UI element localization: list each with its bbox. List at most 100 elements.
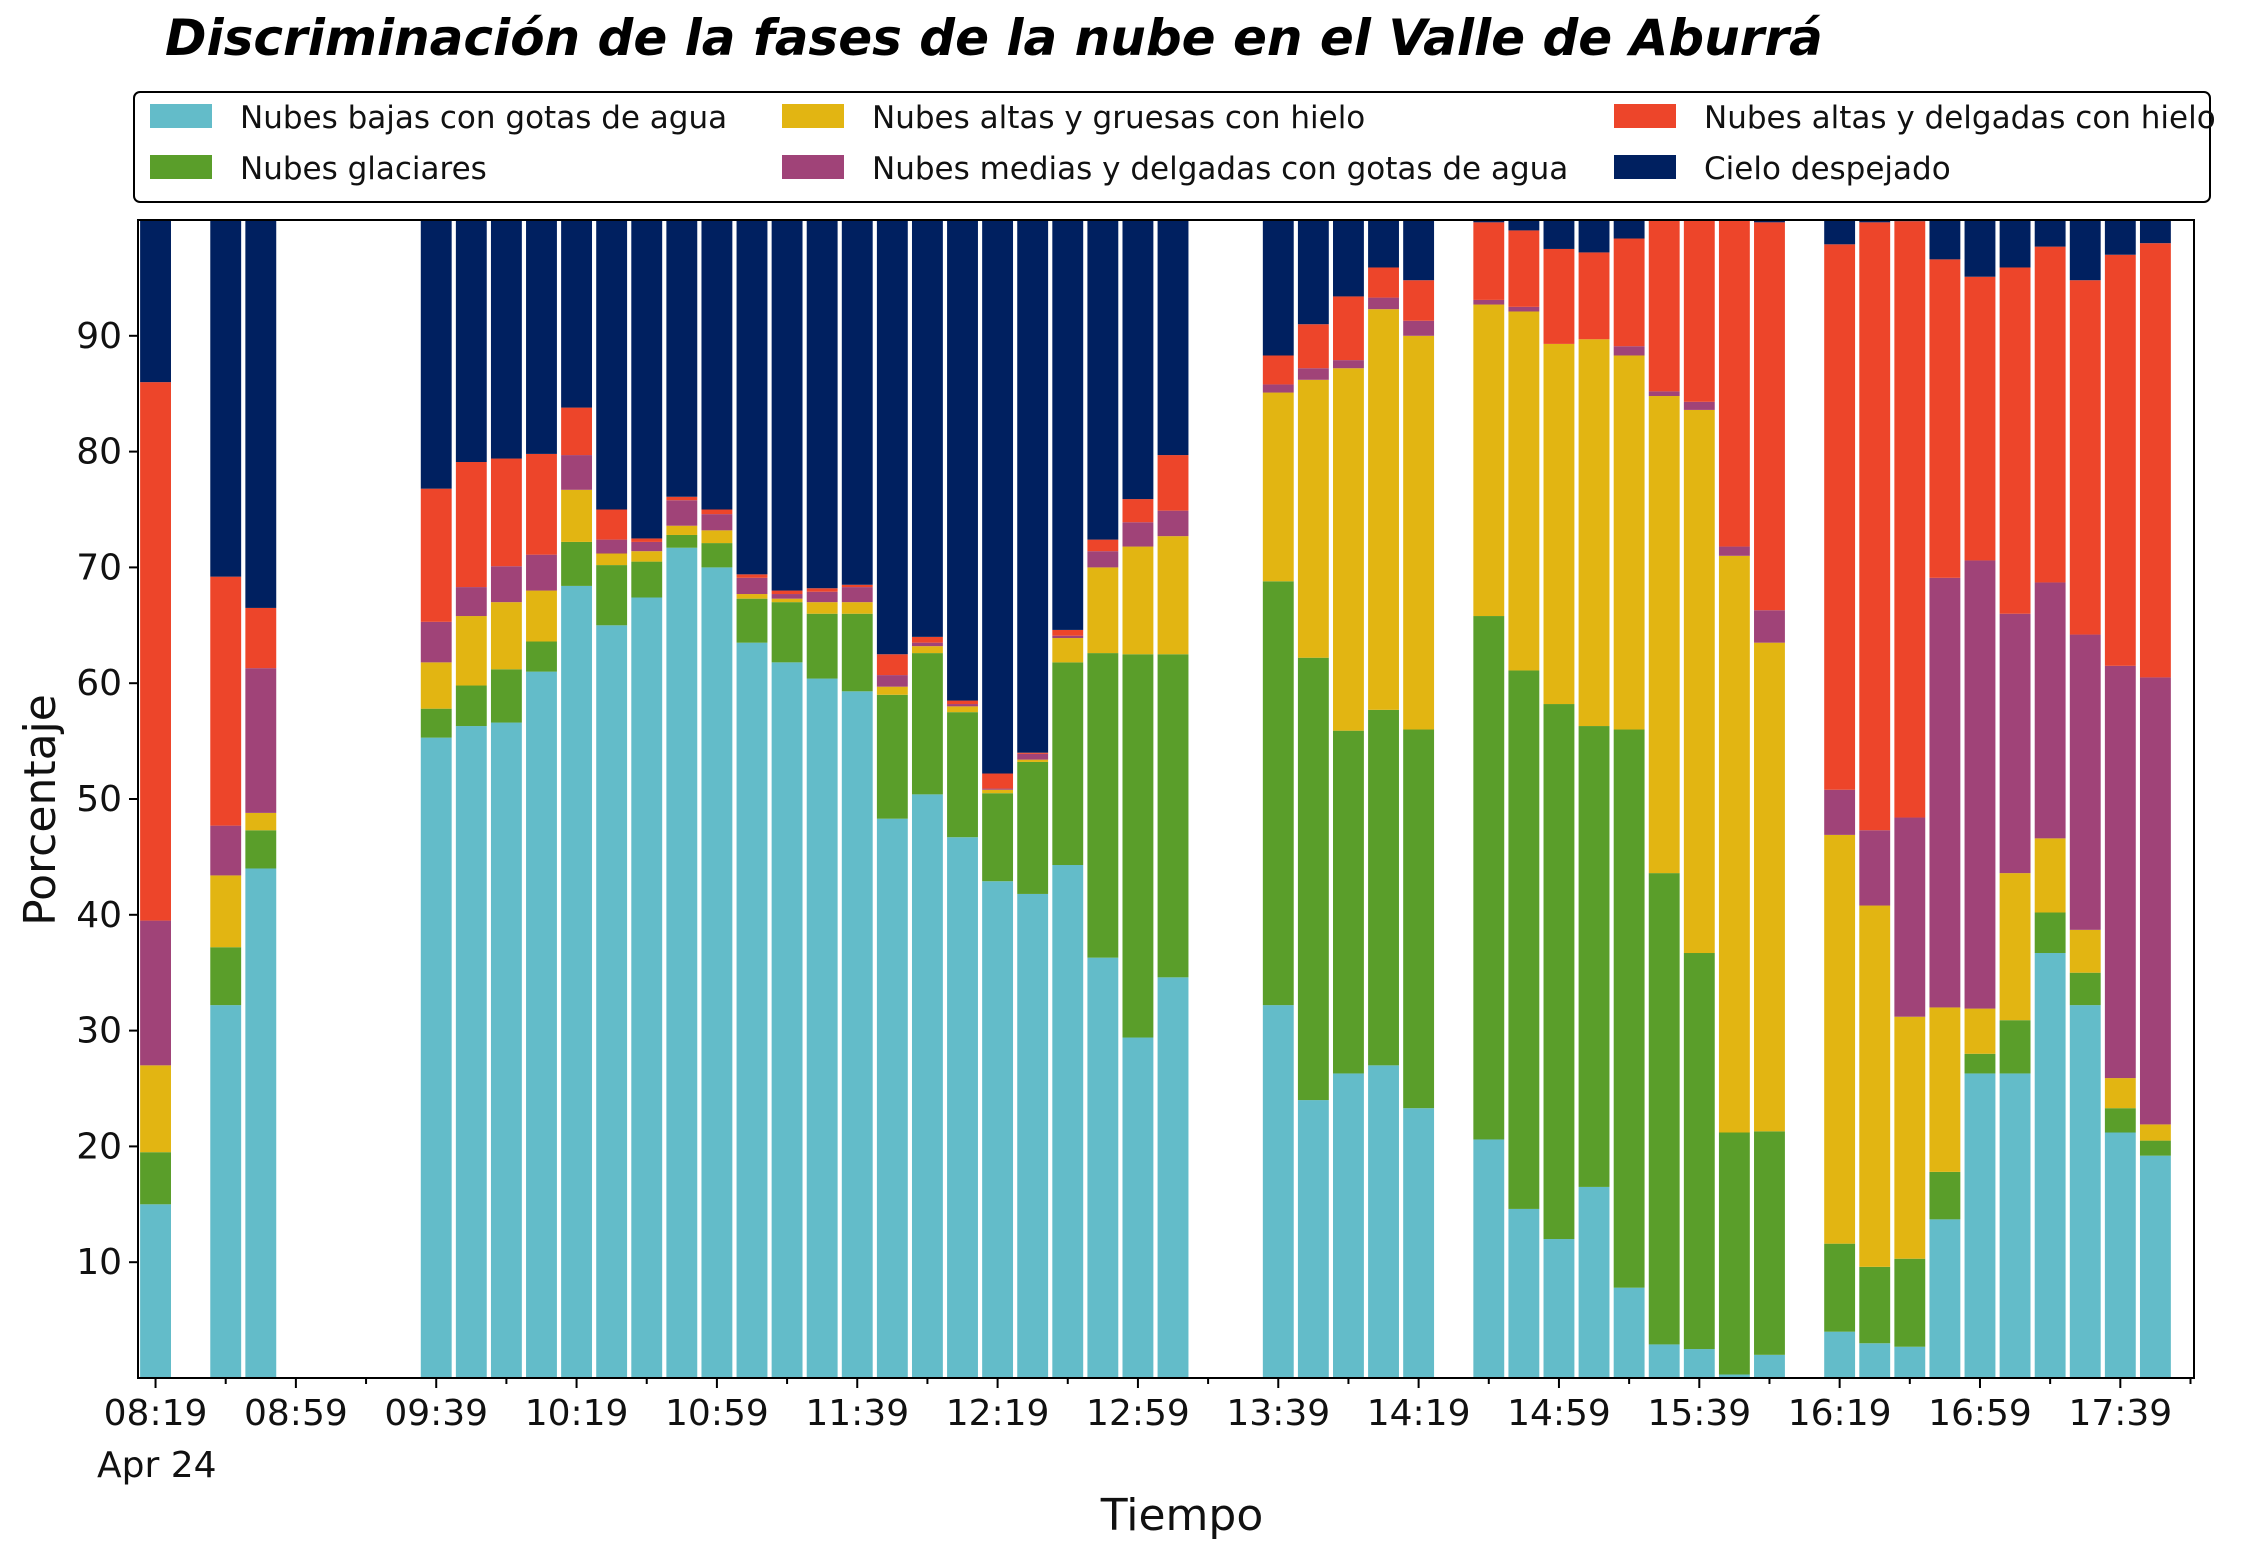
x-tick-label: 08:19 — [104, 1393, 208, 1434]
bar-segment — [561, 489, 593, 542]
x-tick-label: 12:19 — [946, 1393, 1050, 1434]
bar-segment — [1262, 581, 1294, 1006]
bar-segment — [1157, 977, 1189, 1378]
x-tick-label: 09:39 — [384, 1393, 488, 1434]
y-tick-label: 20 — [76, 1126, 122, 1167]
bar-segment — [1122, 220, 1154, 500]
y-tick-label: 50 — [76, 779, 122, 820]
bar-segment — [1052, 635, 1084, 639]
bar-segment — [1964, 220, 1996, 277]
x-axis-label: Tiempo — [1100, 1490, 1264, 1541]
y-tick-label: 40 — [76, 895, 122, 936]
bar-segment — [666, 496, 698, 501]
y-tick-label: 60 — [76, 663, 122, 704]
bar-segment — [1929, 1171, 1961, 1220]
bar-segment — [876, 220, 908, 655]
legend-swatch — [782, 155, 844, 179]
bar-segment — [1754, 222, 1785, 611]
bar-segment — [982, 788, 1014, 790]
bar-segment — [1087, 220, 1119, 540]
bar-segment — [245, 868, 277, 1378]
x-tick-label: 12:59 — [1086, 1393, 1190, 1434]
bar-segment — [1964, 1008, 1996, 1054]
bar-segment — [526, 590, 557, 642]
bar-segment — [1333, 1073, 1364, 1378]
bar-segment — [1859, 1343, 1891, 1378]
bar-segment — [1683, 409, 1715, 954]
bar-segment — [1508, 220, 1540, 231]
bar-segment — [1648, 391, 1680, 397]
bar-segment — [736, 577, 768, 595]
bar-segment — [876, 694, 908, 819]
legend-swatch — [150, 104, 212, 128]
legend: Nubes bajas con gotas de agua Nubes glaci… — [133, 91, 2216, 203]
bar-segment — [1929, 577, 1961, 1008]
bar-segment — [701, 220, 733, 510]
bar-segment — [982, 220, 1014, 774]
x-tick-label: 15:39 — [1647, 1393, 1751, 1434]
x-tick-label: 16:19 — [1788, 1393, 1892, 1434]
x-tick-label: 10:19 — [525, 1393, 629, 1434]
bar-segment — [1333, 730, 1364, 1074]
bar-segment — [1824, 789, 1856, 835]
bar-segment — [701, 567, 733, 1378]
bar-segment — [420, 488, 452, 622]
bar-segment — [140, 1065, 171, 1153]
bar-segment — [631, 220, 663, 539]
bar-segment — [1157, 455, 1189, 511]
bar-segment — [245, 607, 277, 669]
bar-segment — [2104, 1078, 2136, 1109]
bar-segment — [420, 220, 452, 489]
bar-segment — [771, 598, 803, 603]
bar-segment — [1718, 1374, 1750, 1378]
y-tick-label: 30 — [76, 1011, 122, 1052]
bar-segment — [666, 547, 698, 1378]
bar-segment — [841, 587, 873, 603]
bar-segment — [1578, 220, 1610, 253]
x-tick-label: 11:39 — [805, 1393, 909, 1434]
bar-segment — [1859, 830, 1891, 906]
bar-segment — [1824, 834, 1856, 1244]
bar-segment — [1473, 616, 1505, 1140]
bar-segment — [1648, 1344, 1680, 1378]
bar-segment — [947, 712, 978, 838]
bar-segment — [1333, 296, 1364, 361]
bar-segment — [561, 585, 593, 1378]
y-tick-label: 10 — [76, 1242, 122, 1283]
bar-segment — [736, 594, 768, 599]
bar-segment — [736, 574, 768, 578]
bar-segment — [911, 220, 943, 637]
bar-segment — [982, 793, 1014, 882]
legend-swatch — [1614, 155, 1676, 179]
bar-segment — [1122, 499, 1154, 523]
bar-segment — [1754, 642, 1785, 1132]
bar-segment — [911, 646, 943, 654]
bar-segment — [1824, 1243, 1856, 1332]
legend-label: Cielo despejado — [1704, 151, 1951, 187]
bar-segment — [2069, 972, 2101, 1006]
bar-segment — [806, 678, 838, 1378]
bar-segment — [1859, 905, 1891, 1267]
bar-segment — [1508, 306, 1540, 312]
bar-segment — [1999, 1020, 2031, 1074]
bar-segment — [631, 541, 663, 552]
x-tick-label: 17:39 — [2068, 1393, 2172, 1434]
bar-segment — [736, 220, 768, 575]
bar-segment — [1929, 259, 1961, 578]
bar-segment — [1999, 1073, 2031, 1378]
bar-segment — [806, 602, 838, 614]
legend-swatch — [150, 155, 212, 179]
bar-segment — [1999, 267, 2031, 614]
y-tick-label: 90 — [76, 316, 122, 357]
bar-segment — [2104, 1132, 2136, 1378]
x-tick-label: 14:19 — [1367, 1393, 1471, 1434]
bar-segment — [210, 875, 242, 948]
bar-segment — [947, 837, 978, 1378]
bar-segment — [526, 554, 557, 591]
bar-segment — [2104, 254, 2136, 666]
bar-segment — [1368, 1065, 1399, 1378]
bar-segment — [876, 818, 908, 1378]
bar-segment — [2034, 838, 2066, 913]
bar-segment — [1403, 280, 1435, 321]
bar-segment — [1157, 654, 1189, 978]
